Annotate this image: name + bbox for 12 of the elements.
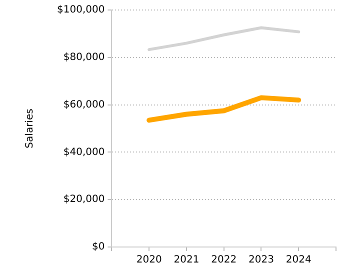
y-axis-title: Salaries <box>24 108 36 148</box>
y-tick-label: $100,000 <box>56 4 105 16</box>
x-tick-label: 2023 <box>248 254 274 266</box>
y-tick-label: $20,000 <box>63 194 105 206</box>
x-tick-label: 2021 <box>174 254 200 266</box>
x-tick-label: 2020 <box>136 254 162 266</box>
y-tick-label: $0 <box>92 242 105 253</box>
y-tick-label: $60,000 <box>63 99 105 110</box>
x-tick-label: 2024 <box>286 254 312 266</box>
y-tick-label: $80,000 <box>63 52 105 63</box>
x-tick-label: 2022 <box>211 254 237 266</box>
y-tick-label: $40,000 <box>63 146 105 158</box>
